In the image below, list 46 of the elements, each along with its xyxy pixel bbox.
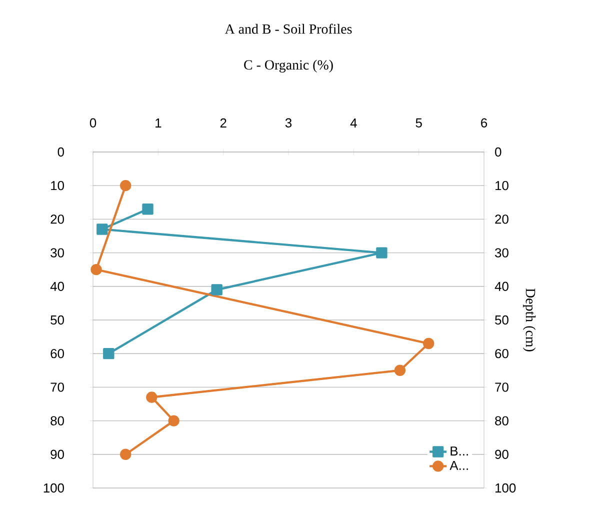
y-tick-label: 0 xyxy=(58,147,64,157)
y-tick-label: 60 xyxy=(50,349,64,358)
point xyxy=(142,204,154,215)
y2-tick-label: 30 xyxy=(495,248,508,258)
point xyxy=(211,284,222,296)
y-tick-label: 90 xyxy=(50,450,64,459)
y2-tick-label: 10 xyxy=(496,181,508,190)
y2-tick-label: 80 xyxy=(495,416,508,426)
x-tick-label: 3 xyxy=(285,118,292,128)
point xyxy=(168,415,180,426)
y-tick-label: 100 xyxy=(44,483,64,493)
y-tick-label: 40 xyxy=(50,282,64,291)
y-tick-label: 80 xyxy=(50,416,64,426)
chart-title: A and B - Soil Profiles xyxy=(224,24,352,34)
y2-tick-label: 20 xyxy=(495,214,508,224)
y-tick-label: 70 xyxy=(50,382,64,392)
y2-tick-label: 70 xyxy=(495,382,508,392)
x-tick-label: 6 xyxy=(481,118,488,128)
point xyxy=(376,247,388,258)
y2-tick-label: 50 xyxy=(495,315,508,325)
x-tick-label: 2 xyxy=(220,118,226,128)
legend-label: B... xyxy=(450,446,468,456)
chart-subtitle: C - Organic (%) xyxy=(244,60,333,72)
y2-tick-label: 60 xyxy=(495,349,508,358)
y2-tick-label: 40 xyxy=(494,282,508,291)
point xyxy=(120,448,132,460)
point xyxy=(120,180,132,192)
y2-tick-label: 0 xyxy=(495,147,502,157)
y-tick-label: 10 xyxy=(51,181,64,190)
point xyxy=(103,348,114,360)
point xyxy=(90,264,102,276)
point xyxy=(423,338,434,350)
point xyxy=(96,224,108,235)
point xyxy=(146,392,158,403)
x-tick-label: 5 xyxy=(416,118,422,128)
legend-label: A... xyxy=(450,460,468,470)
point xyxy=(394,364,406,376)
x-tick-label: 1 xyxy=(156,118,162,128)
y2-axis-title: Depth (cm) xyxy=(522,288,536,352)
y2-tick-label: 90 xyxy=(495,450,508,459)
x-tick-label: 4 xyxy=(350,118,357,128)
y-tick-label: 30 xyxy=(50,248,64,258)
y-tick-label: 20 xyxy=(50,214,64,224)
x-tick-label: 0 xyxy=(90,118,96,128)
y2-tick-label: 100 xyxy=(496,483,516,493)
y-tick-label: 50 xyxy=(50,315,64,325)
